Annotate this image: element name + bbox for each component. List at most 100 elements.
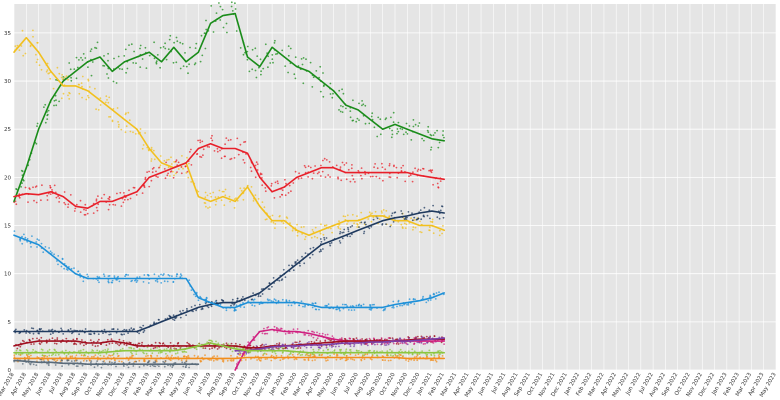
poll-dot bbox=[437, 350, 440, 353]
poll-dot bbox=[428, 229, 430, 232]
poll-dot bbox=[25, 332, 27, 334]
poll-dot bbox=[125, 125, 128, 128]
poll-dot bbox=[128, 44, 130, 46]
poll-dot bbox=[54, 94, 57, 97]
poll-dot bbox=[24, 52, 27, 55]
poll-dot bbox=[30, 343, 33, 345]
poll-dot bbox=[229, 138, 232, 141]
poll-dot bbox=[388, 176, 391, 178]
poll-dot bbox=[321, 170, 324, 173]
poll-dot bbox=[313, 354, 316, 356]
y-tick-label: 35 bbox=[4, 31, 11, 37]
poll-dot bbox=[75, 343, 78, 346]
poll-dot bbox=[95, 198, 98, 201]
poll-dot bbox=[281, 189, 284, 192]
poll-dot bbox=[401, 355, 404, 358]
poll-dot bbox=[204, 354, 206, 357]
poll-dot bbox=[210, 359, 213, 361]
poll-dot bbox=[23, 340, 25, 343]
poll-dot bbox=[175, 36, 178, 39]
poll-dot bbox=[385, 210, 388, 212]
poll-dot bbox=[372, 218, 375, 221]
poll-dot bbox=[78, 350, 80, 352]
poll-dot bbox=[40, 199, 42, 202]
poll-dot bbox=[420, 231, 423, 234]
poll-dot bbox=[341, 161, 344, 164]
poll-dot bbox=[249, 166, 252, 169]
poll-dot bbox=[51, 337, 54, 340]
poll-dot bbox=[225, 309, 228, 312]
poll-dot bbox=[301, 63, 304, 66]
series-line-6 bbox=[13, 338, 445, 349]
poll-dot bbox=[405, 359, 407, 361]
poll-dot bbox=[353, 359, 356, 361]
poll-dot bbox=[360, 343, 363, 346]
poll-dot bbox=[278, 347, 281, 350]
poll-dot bbox=[169, 364, 172, 367]
poll-dot bbox=[442, 130, 444, 132]
poll-dot bbox=[193, 354, 196, 357]
poll-dot bbox=[291, 229, 294, 232]
poll-dot bbox=[78, 83, 80, 86]
poll-dot bbox=[353, 345, 355, 348]
poll-dot bbox=[194, 295, 197, 298]
poll-dot bbox=[84, 213, 87, 216]
poll-dot bbox=[61, 365, 63, 367]
poll-dot bbox=[111, 281, 114, 284]
poll-dot bbox=[395, 342, 398, 345]
poll-dot bbox=[432, 183, 434, 186]
poll-dot bbox=[179, 273, 182, 276]
poll-dot bbox=[155, 359, 158, 362]
poll-dot bbox=[189, 151, 191, 153]
poll-dot bbox=[302, 305, 304, 308]
poll-dot bbox=[49, 333, 52, 336]
poll-dot bbox=[152, 166, 155, 169]
poll-dot bbox=[96, 360, 98, 362]
poll-dot bbox=[204, 47, 207, 50]
poll-dot bbox=[290, 304, 293, 307]
poll-dot bbox=[204, 196, 207, 199]
poll-dot bbox=[46, 114, 49, 117]
poll-dot bbox=[225, 22, 228, 25]
poll-dot bbox=[21, 242, 24, 245]
poll-dot bbox=[216, 150, 219, 153]
poll-dot bbox=[281, 352, 284, 354]
poll-dot bbox=[351, 174, 354, 177]
poll-dot bbox=[137, 342, 140, 345]
poll-dot bbox=[81, 59, 84, 61]
poll-dot bbox=[411, 180, 414, 183]
poll-dot bbox=[65, 354, 68, 357]
poll-dot bbox=[183, 350, 186, 353]
poll-dot bbox=[162, 360, 165, 363]
poll-dot bbox=[360, 211, 363, 214]
poll-dot bbox=[43, 106, 45, 108]
poll-dot bbox=[133, 347, 135, 350]
poll-dot bbox=[56, 260, 58, 262]
poll-dot bbox=[214, 203, 217, 206]
poll-dot bbox=[267, 288, 270, 290]
poll-dot bbox=[391, 133, 394, 136]
poll-dot bbox=[347, 168, 350, 171]
poll-dot bbox=[416, 354, 419, 357]
poll-dot bbox=[305, 353, 308, 356]
poll-dot bbox=[350, 167, 353, 170]
poll-dot bbox=[208, 348, 211, 350]
poll-dot bbox=[35, 61, 38, 64]
poll-dot bbox=[235, 30, 238, 32]
poll-dot bbox=[108, 196, 111, 199]
poll-dot bbox=[146, 361, 149, 364]
poll-dot bbox=[388, 163, 391, 165]
poll-dot bbox=[438, 141, 441, 144]
poll-dot bbox=[100, 366, 103, 369]
poll-dot bbox=[335, 164, 338, 167]
poll-dot bbox=[349, 349, 351, 351]
poll-dot bbox=[408, 125, 411, 127]
poll-dot bbox=[311, 86, 314, 88]
poll-dot bbox=[433, 335, 436, 337]
poll-dot bbox=[405, 223, 408, 226]
poll-dot bbox=[186, 170, 189, 173]
poll-dot bbox=[87, 355, 89, 358]
poll-dot bbox=[165, 352, 167, 355]
poll-dot bbox=[140, 327, 143, 329]
poll-dot bbox=[210, 339, 213, 342]
